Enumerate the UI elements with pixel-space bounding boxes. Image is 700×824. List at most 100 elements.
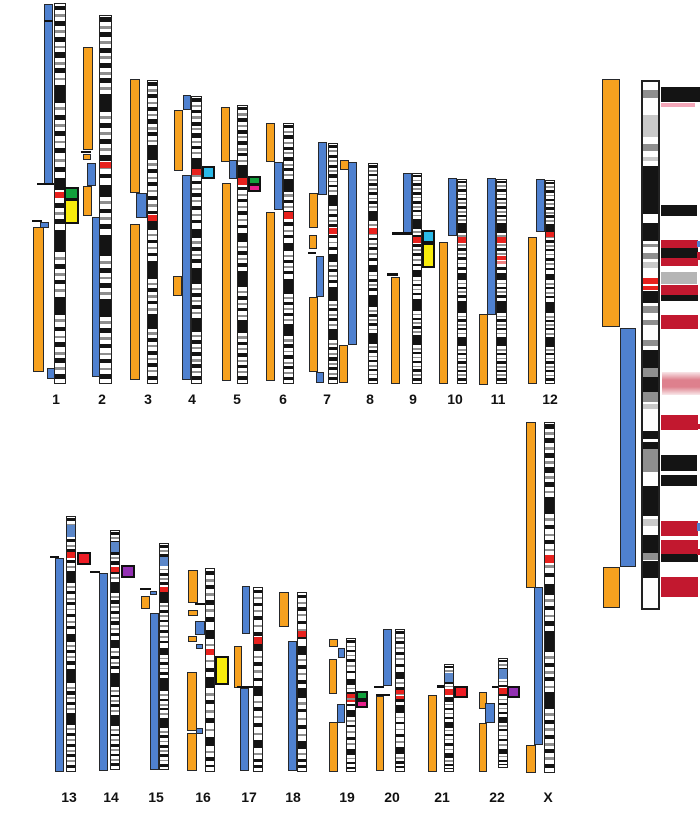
chromosome-band bbox=[445, 739, 453, 741]
chromosome-ideogram-13[interactable] bbox=[66, 516, 76, 772]
chromosome-band bbox=[55, 373, 65, 379]
chromosome-band bbox=[643, 367, 658, 377]
chromosome-band bbox=[458, 369, 466, 373]
chromosome-band bbox=[445, 748, 453, 750]
chromosome-band bbox=[369, 243, 377, 245]
chromosome-band bbox=[284, 174, 293, 177]
chromosome-ideogram-2[interactable] bbox=[99, 15, 112, 384]
chromosome-ideogram-19[interactable] bbox=[346, 638, 356, 772]
chromosome-band bbox=[55, 296, 65, 315]
chromosome-ideogram-6[interactable] bbox=[283, 123, 294, 384]
chromosome-band bbox=[206, 593, 214, 596]
chromosome-band bbox=[497, 291, 506, 294]
chromosome-ideogram-18[interactable] bbox=[297, 592, 307, 772]
chromosome-band bbox=[347, 640, 355, 643]
chromosome-band bbox=[192, 200, 201, 203]
gain-bar-chr7 bbox=[309, 297, 318, 372]
centromere-band bbox=[643, 277, 658, 284]
chromosome-band bbox=[111, 753, 119, 757]
chromosome-ideogram-X[interactable] bbox=[544, 422, 555, 773]
chromosome-band bbox=[458, 357, 466, 360]
chromosome-band bbox=[148, 89, 157, 92]
chromosome-ideogram-14[interactable] bbox=[110, 530, 120, 770]
chromosome-band bbox=[192, 228, 201, 238]
chromosome-band bbox=[413, 377, 421, 381]
chromosome-band bbox=[329, 275, 337, 278]
chromosome-band bbox=[545, 424, 554, 429]
chromosome-band bbox=[458, 180, 466, 184]
chromosome-band bbox=[546, 181, 554, 185]
chromosome-ideogram-12[interactable] bbox=[545, 180, 555, 384]
chromosome-ideogram-5[interactable] bbox=[237, 105, 248, 384]
chromosome-band bbox=[100, 32, 111, 37]
chromosome-ideogram-20[interactable] bbox=[395, 629, 405, 772]
chromosome-band bbox=[298, 688, 306, 698]
chromosome-band bbox=[329, 160, 337, 163]
chromosome-band bbox=[369, 294, 377, 308]
chromosome-band bbox=[254, 597, 262, 600]
chromosome-band bbox=[192, 121, 201, 126]
chromosome-ideogram-21[interactable] bbox=[444, 664, 454, 772]
centromere-band bbox=[238, 177, 247, 185]
chromosome-band bbox=[499, 711, 507, 715]
chromosome-band bbox=[369, 164, 377, 168]
detail-red-bar bbox=[661, 240, 698, 248]
chromosome-band bbox=[369, 191, 377, 196]
chromosome-band bbox=[111, 655, 119, 659]
chromosome-band bbox=[369, 284, 377, 286]
chromosome-band bbox=[497, 253, 506, 255]
chromosome-band bbox=[111, 561, 119, 565]
chromosome-band bbox=[100, 217, 111, 221]
chromosome-band bbox=[238, 199, 247, 203]
chromosome-band bbox=[238, 211, 247, 216]
chromosome-band bbox=[643, 244, 658, 248]
chromosome-band bbox=[347, 709, 355, 717]
chromosome-band bbox=[55, 140, 65, 144]
detail-chromosome-ideogram[interactable] bbox=[641, 80, 660, 610]
chromosome-band bbox=[100, 283, 111, 288]
chromosome-band bbox=[192, 187, 201, 190]
chromosome-ideogram-16[interactable] bbox=[205, 568, 215, 772]
purple-marker-chr22 bbox=[507, 686, 520, 698]
chromosome-band bbox=[55, 202, 65, 208]
chromosome-ideogram-4[interactable] bbox=[191, 96, 202, 384]
chromosome-band bbox=[396, 741, 404, 744]
chromosome-band bbox=[148, 145, 157, 160]
chromosome-ideogram-8[interactable] bbox=[368, 163, 378, 384]
chromosome-band bbox=[67, 668, 75, 684]
chromosome-band bbox=[111, 689, 119, 692]
chromosome-band bbox=[148, 295, 157, 298]
chromosome-ideogram-15[interactable] bbox=[159, 543, 169, 770]
chromosome-band bbox=[545, 573, 554, 578]
chromosome-band bbox=[148, 308, 157, 311]
chromosome-band bbox=[160, 556, 168, 566]
chromosome-label-8: 8 bbox=[366, 391, 374, 407]
chromosome-band bbox=[329, 286, 337, 301]
chromosome-band bbox=[100, 268, 111, 273]
chromosome-band bbox=[111, 710, 119, 712]
chromosome-band bbox=[329, 269, 337, 273]
chromosome-ideogram-22[interactable] bbox=[498, 658, 508, 768]
chromosome-label-1: 1 bbox=[52, 391, 60, 407]
chromosome-ideogram-7[interactable] bbox=[328, 143, 338, 384]
chromosome-ideogram-11[interactable] bbox=[496, 179, 507, 384]
chromosome-band bbox=[67, 733, 75, 737]
chromosome-band bbox=[546, 328, 554, 331]
gain-bar-chr19 bbox=[329, 722, 338, 772]
chromosome-band bbox=[445, 673, 453, 683]
chromosome-band bbox=[100, 115, 111, 120]
chromosome-band bbox=[369, 206, 377, 209]
chromosome-band bbox=[148, 114, 157, 117]
chromosome-band bbox=[298, 673, 306, 676]
chromosome-band bbox=[546, 257, 554, 261]
chromosome-ideogram-3[interactable] bbox=[147, 80, 158, 384]
chromosome-band bbox=[238, 113, 247, 116]
chromosome-band bbox=[396, 705, 404, 714]
chromosome-ideogram-17[interactable] bbox=[253, 587, 263, 772]
chromosome-band bbox=[284, 278, 293, 294]
chromosome-band bbox=[497, 185, 506, 188]
chromosome-band bbox=[458, 295, 466, 298]
chromosome-ideogram-10[interactable] bbox=[457, 179, 467, 384]
chromosome-band bbox=[284, 152, 293, 155]
chromosome-ideogram-9[interactable] bbox=[412, 173, 422, 384]
